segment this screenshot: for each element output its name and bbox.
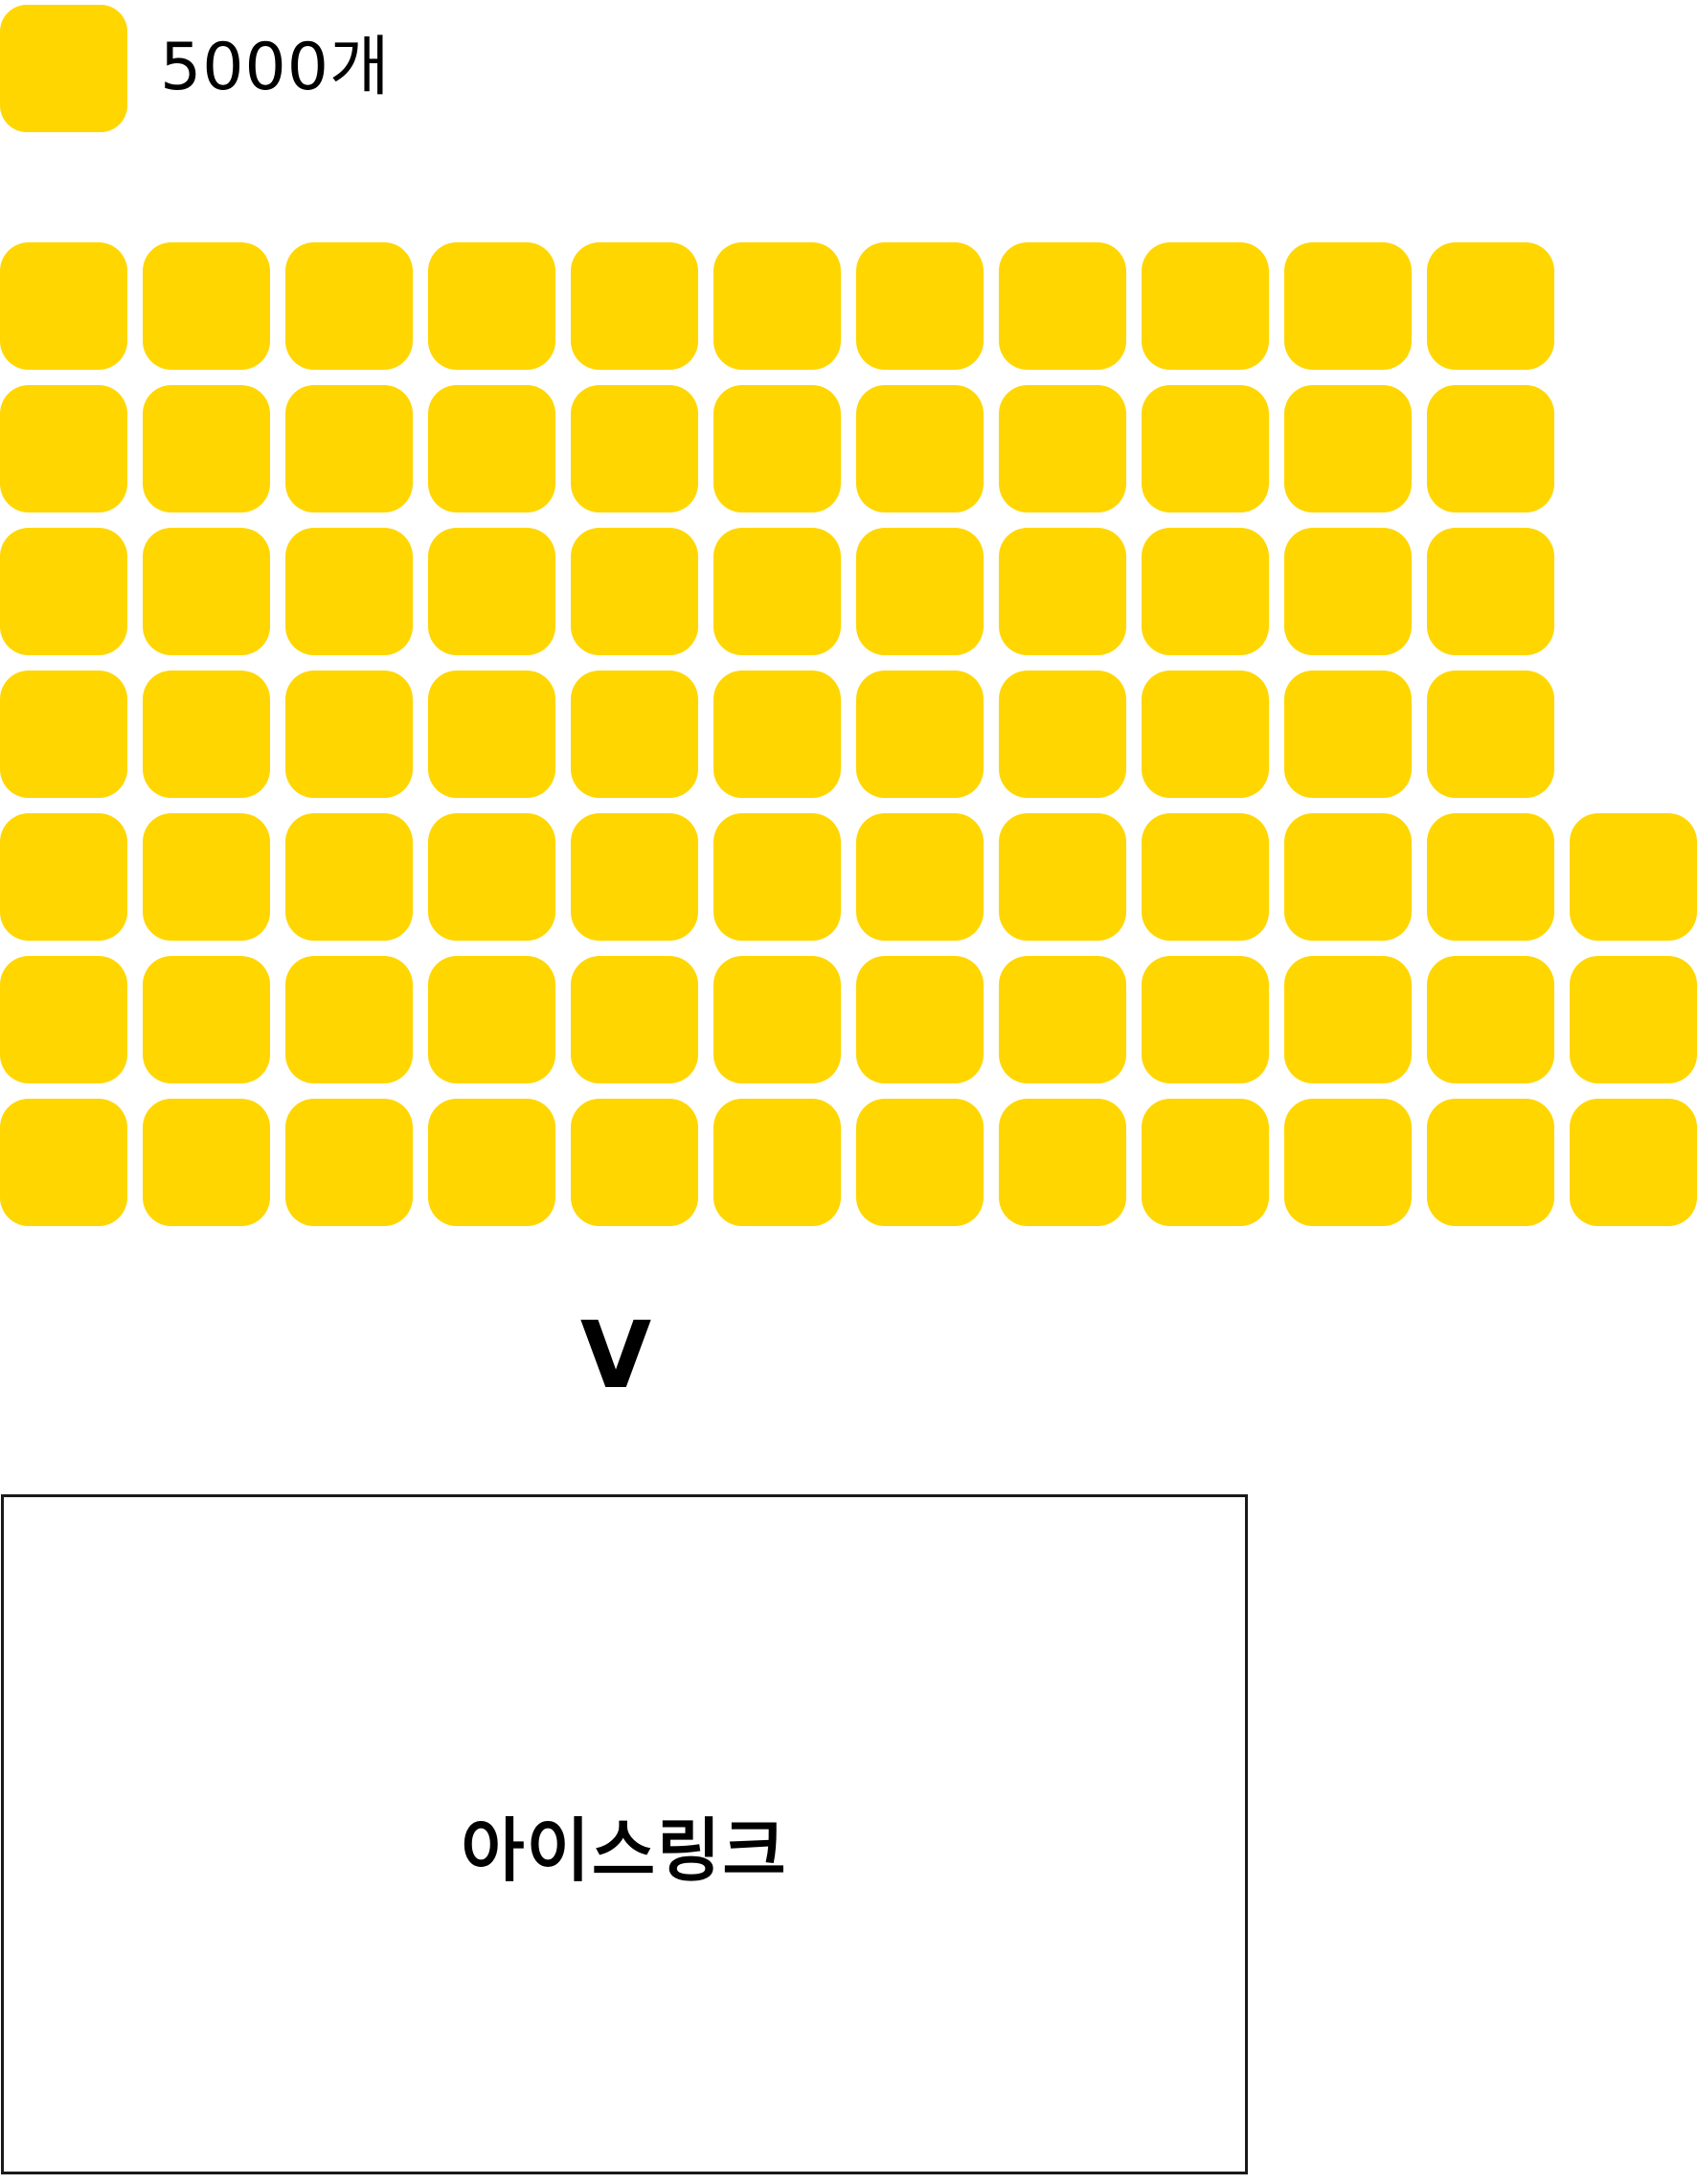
unit-square: [285, 956, 413, 1083]
unit-square: [428, 1099, 555, 1226]
unit-square: [1284, 1099, 1412, 1226]
unit-square: [571, 813, 698, 941]
unit-square: [0, 671, 127, 798]
unit-square: [999, 385, 1126, 512]
unit-square: [0, 1099, 127, 1226]
unit-square: [285, 671, 413, 798]
unit-square: [856, 385, 984, 512]
unit-square: [143, 242, 270, 370]
down-arrow-label: V: [579, 1302, 652, 1409]
unit-square: [1284, 242, 1412, 370]
unit-square: [571, 242, 698, 370]
unit-square: [428, 385, 555, 512]
legend: 5000개: [0, 4, 391, 132]
unit-square: [856, 1099, 984, 1226]
unit-square: [1284, 671, 1412, 798]
unit-square: [143, 1099, 270, 1226]
unit-square: [1284, 528, 1412, 655]
unit-square: [428, 956, 555, 1083]
unit-square: [856, 242, 984, 370]
unit-square: [1142, 813, 1269, 941]
unit-square: [1142, 528, 1269, 655]
unit-square: [428, 528, 555, 655]
unit-square: [285, 1099, 413, 1226]
unit-square: [428, 671, 555, 798]
unit-square: [1427, 528, 1554, 655]
unit-square: [0, 242, 127, 370]
unit-square: [1570, 813, 1697, 941]
unit-square: [428, 242, 555, 370]
unit-square: [1427, 385, 1554, 512]
unit-square: [571, 385, 698, 512]
unit-square: [1142, 956, 1269, 1083]
unit-square: [856, 528, 984, 655]
unit-square: [856, 671, 984, 798]
unit-square: [999, 528, 1126, 655]
unit-square: [1142, 242, 1269, 370]
target-box: 아이스링크: [1, 1494, 1248, 2174]
unit-square: [999, 1099, 1126, 1226]
unit-square: [1427, 813, 1554, 941]
unit-square: [0, 956, 127, 1083]
unit-square: [143, 813, 270, 941]
unit-square: [1142, 671, 1269, 798]
unit-square: [571, 1099, 698, 1226]
unit-square: [571, 956, 698, 1083]
legend-swatch: [0, 4, 127, 132]
unit-square: [143, 671, 270, 798]
unit-square: [285, 242, 413, 370]
unit-square: [571, 528, 698, 655]
unit-square: [713, 528, 841, 655]
unit-square: [713, 813, 841, 941]
unit-square: [571, 671, 698, 798]
unit-square: [0, 385, 127, 512]
unit-square: [999, 813, 1126, 941]
target-label: 아이스링크: [461, 1809, 788, 1891]
unit-square: [1570, 956, 1697, 1083]
legend-label: 5000개: [160, 30, 391, 105]
unit-square: [1142, 385, 1269, 512]
unit-square: [428, 813, 555, 941]
unit-square: [713, 1099, 841, 1226]
unit-square: [713, 242, 841, 370]
unit-square: [713, 671, 841, 798]
unit-square: [1427, 956, 1554, 1083]
unit-square: [143, 956, 270, 1083]
unit-square: [285, 813, 413, 941]
unit-square: [143, 528, 270, 655]
unit-square: [999, 671, 1126, 798]
unit-square: [143, 385, 270, 512]
unit-square: [1570, 1099, 1697, 1226]
unit-square: [856, 813, 984, 941]
unit-square: [1427, 242, 1554, 370]
unit-square: [0, 528, 127, 655]
unit-square: [713, 956, 841, 1083]
unit-square: [285, 385, 413, 512]
unit-square: [285, 528, 413, 655]
unit-square: [0, 813, 127, 941]
unit-square: [1284, 385, 1412, 512]
unit-square: [999, 242, 1126, 370]
unit-square: [856, 956, 984, 1083]
unit-square: [999, 956, 1126, 1083]
unit-square: [713, 385, 841, 512]
unit-square: [1427, 1099, 1554, 1226]
unit-square: [1284, 813, 1412, 941]
unit-square: [1142, 1099, 1269, 1226]
unit-square: [1427, 671, 1554, 798]
unit-square: [1284, 956, 1412, 1083]
